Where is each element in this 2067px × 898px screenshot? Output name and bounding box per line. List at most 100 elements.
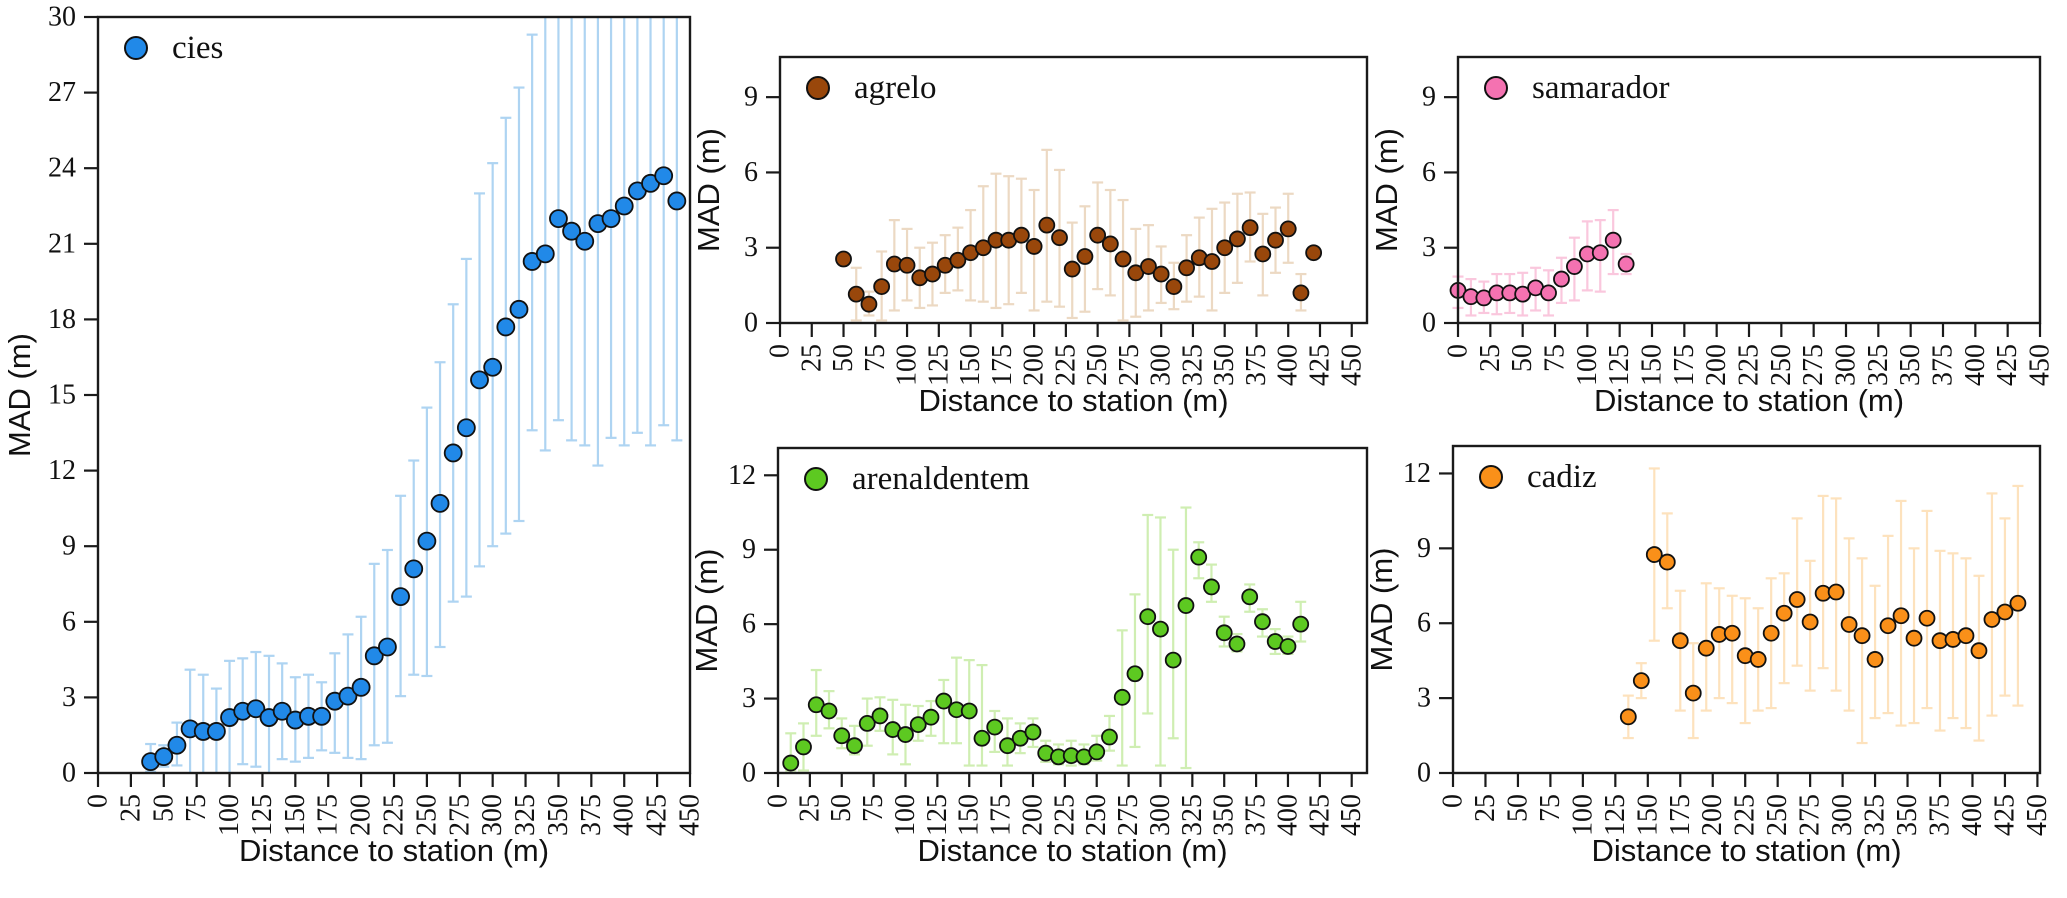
cadiz-x-tick-label: 125: [1600, 794, 1631, 836]
cies-error-bars: [145, 17, 683, 773]
agrelo-point: [1038, 216, 1056, 234]
arenaldentem-y-ticks: 0 3 6 9 12: [728, 460, 778, 789]
agrelo-point: [1076, 248, 1094, 265]
samarador-x-tick-label: 400: [1960, 344, 1991, 386]
agrelo-x-tick-label: 100: [892, 344, 923, 386]
cadiz-point: [1801, 613, 1819, 631]
samarador-x-tick-label: 425: [1992, 344, 2023, 386]
cadiz-x-tick-label: 175: [1665, 794, 1696, 836]
cies-x-tick-label: 400: [609, 794, 640, 836]
cadiz-point: [1853, 627, 1871, 645]
cadiz-x-tick-label: 400: [1957, 794, 1988, 836]
cies-point: [443, 443, 463, 463]
arenaldentem-point: [833, 727, 851, 745]
agrelo-x-tick-label: 150: [955, 344, 986, 386]
agrelo-point: [1203, 253, 1221, 270]
cies-point: [364, 646, 384, 666]
arenaldentem-x-tick-label: 425: [1304, 794, 1335, 836]
arenaldentem-y-tick-label: 9: [742, 534, 756, 565]
agrelo-points: [835, 216, 1323, 313]
cadiz-point: [1762, 624, 1780, 642]
cadiz-x-axis-title: Distance to station (m): [1591, 833, 1901, 868]
arenaldentem-point: [1292, 615, 1310, 633]
samarador-point: [1604, 231, 1622, 249]
cadiz-x-tick-label: 225: [1730, 794, 1761, 836]
agrelo-point: [1025, 238, 1043, 255]
arenaldentem-point: [1254, 613, 1271, 631]
samarador-x-tick-label: 150: [1637, 344, 1668, 386]
agrelo-point: [1241, 219, 1259, 237]
agrelo-x-tick-label: 125: [923, 344, 954, 386]
cadiz-x-tick-label: 75: [1535, 794, 1566, 822]
samarador-x-tick-label: 250: [1766, 344, 1797, 386]
agrelo-point: [847, 285, 865, 303]
agrelo-x-tick-label: 175: [987, 344, 1018, 386]
cadiz-x-ticks: 0 25 50 75 100 125 150 175 200 225 250 275 300 325 350…: [1438, 773, 2053, 836]
cies-x-tick-label: 50: [148, 794, 179, 822]
cadiz-y-tick-label: 6: [1417, 608, 1431, 639]
cies-x-tick-label: 25: [115, 794, 146, 822]
samarador-x-tick-label: 125: [1604, 344, 1635, 386]
arenaldentem-point: [1203, 578, 1220, 596]
cies-x-axis-title: Distance to station (m): [239, 833, 549, 868]
arenaldentem-point: [1024, 723, 1042, 741]
agrelo-point: [873, 278, 891, 296]
arenaldentem-x-tick-label: 100: [890, 794, 921, 836]
cadiz-point: [1918, 609, 1936, 627]
cadiz-x-tick-label: 0: [1438, 794, 1469, 808]
cadiz-y-tick-label: 3: [1417, 683, 1431, 714]
cadiz-point: [1983, 611, 2001, 628]
samarador-x-tick-label: 200: [1701, 344, 1732, 386]
agrelo-point: [1089, 226, 1107, 244]
cadiz-x-tick-label: 325: [1860, 794, 1891, 836]
agrelo-point: [1279, 220, 1297, 238]
cies-x-ticks: 0 25 50 75 100 125 150 175 200 225 250 275 300 325 350…: [83, 773, 706, 836]
cadiz-point: [1866, 651, 1884, 668]
arenaldentem-point: [973, 729, 991, 747]
agrelo-point: [1267, 231, 1284, 249]
cies-x-tick-label: 75: [181, 794, 212, 822]
arenaldentem-x-tick-label: 400: [1272, 794, 1303, 836]
agrelo-x-tick-label: 25: [796, 344, 827, 372]
agrelo-x-tick-label: 0: [765, 344, 796, 358]
agrelo-x-ticks: 0 25 50 75 100 125 150 175 200 225 250 275 300 325 350…: [765, 323, 1367, 386]
agrelo-x-tick-label: 425: [1304, 344, 1335, 386]
cies-y-tick-label: 27: [48, 77, 76, 108]
samarador-point: [1617, 255, 1635, 273]
cies-y-tick-label: 24: [48, 153, 76, 184]
agrelo-y-tick-label: 6: [744, 157, 758, 188]
cadiz-legend-label: cadiz: [1527, 459, 1597, 495]
agrelo-y-tick-label: 9: [744, 82, 758, 113]
cadiz-x-tick-label: 150: [1632, 794, 1663, 836]
agrelo-x-tick-label: 50: [828, 344, 859, 372]
agrelo-point: [949, 251, 967, 269]
cadiz-point: [1970, 642, 1988, 660]
cadiz-y-tick-label: 9: [1417, 533, 1431, 564]
agrelo-y-axis-title: MAD (m): [691, 128, 726, 252]
agrelo-legend-label: agrelo: [854, 70, 936, 106]
samarador-y-axis-title: MAD (m): [1369, 128, 1404, 252]
cadiz-point: [1879, 617, 1897, 635]
cadiz-x-tick-label: 100: [1567, 794, 1598, 836]
arenaldentem-point: [1228, 635, 1246, 653]
arenaldentem-x-tick-label: 325: [1177, 794, 1208, 836]
agrelo-x-tick-label: 350: [1209, 344, 1240, 386]
cies-point: [351, 677, 371, 697]
cies-point: [338, 686, 358, 706]
samarador-x-tick-label: 0: [1443, 344, 1474, 358]
samarador-y-ticks: 0 3 6 9: [1422, 82, 1458, 339]
samarador-x-tick-label: 50: [1507, 344, 1538, 372]
cies-point: [246, 699, 266, 719]
cadiz-x-tick-label: 375: [1925, 794, 1956, 836]
cadiz-legend-marker-icon: [1479, 465, 1503, 489]
arenaldentem-point: [858, 714, 876, 732]
cies-point: [483, 357, 503, 377]
cadiz-point: [1658, 553, 1676, 571]
agrelo-point: [1063, 260, 1081, 278]
samarador-x-tick-label: 300: [1831, 344, 1862, 386]
arenaldentem-point: [909, 716, 927, 734]
cadiz-point: [2009, 594, 2027, 612]
